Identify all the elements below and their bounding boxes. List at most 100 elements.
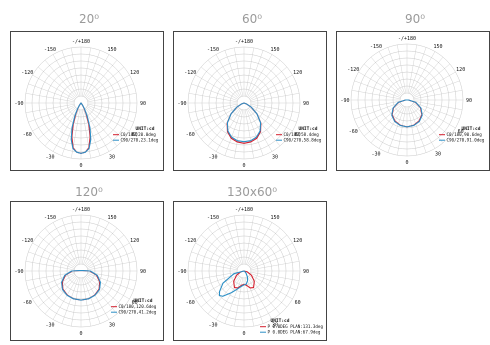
angle-label: -60 [186, 300, 195, 306]
angle-label: -60 [23, 132, 32, 138]
grid-spoke [82, 215, 91, 265]
grid-spoke [85, 108, 118, 147]
legend-entry: C0/180,120.6deg [119, 304, 157, 309]
grid-spoke [87, 104, 137, 113]
angle-label: -30 [208, 154, 217, 160]
grid-spoke [82, 47, 91, 97]
grid-spoke [86, 274, 130, 300]
grid-spoke [249, 234, 288, 267]
grid-spoke [378, 51, 404, 95]
series-curve-2 [391, 99, 423, 128]
polar-grid [24, 46, 138, 160]
grid-spoke [215, 54, 241, 98]
legend-entry: C90/270,23.1deg [121, 138, 159, 143]
polar-grid [24, 214, 138, 328]
series-curve-2 [218, 270, 249, 297]
grid-spoke [52, 108, 78, 152]
series-curve-2 [226, 102, 262, 143]
grid-spoke [86, 275, 125, 308]
angle-label: -/+180 [72, 39, 90, 45]
angle-label: -30 [45, 322, 54, 328]
grid-spoke [195, 74, 239, 100]
angle-label: 120 [293, 238, 302, 244]
grid-spoke [250, 105, 297, 123]
grid-spoke [200, 66, 239, 99]
grid-spoke [25, 272, 75, 281]
grid-spoke [25, 104, 75, 113]
angle-label: 150 [107, 215, 116, 221]
grid-spoke [413, 102, 460, 120]
grid-spoke [397, 106, 406, 156]
grid-spoke [207, 108, 240, 147]
grid-spoke [86, 234, 125, 267]
angle-label: 120 [130, 70, 139, 76]
angle-label: -30 [208, 322, 217, 328]
grid-spoke [191, 105, 238, 123]
grid-spoke [71, 109, 80, 159]
grid-spoke [358, 71, 402, 97]
grid-spoke [61, 277, 79, 324]
grid-spoke [246, 50, 264, 97]
grid-spoke [224, 218, 242, 265]
grid-spoke [44, 227, 77, 266]
grid-spoke [84, 108, 110, 152]
unit-label: UNIT:cd [134, 298, 153, 304]
grid-spoke [245, 109, 254, 159]
angle-label: -90 [14, 101, 23, 107]
grid-spoke [52, 222, 78, 266]
legend-entry: P 0.0DEG PLAN:67.9deg [268, 330, 321, 335]
grid-spoke [84, 276, 110, 320]
angle-label: -60 [349, 129, 358, 135]
legend-entry: C0/180,90.6deg [447, 132, 483, 137]
grid-spoke [32, 274, 76, 300]
angle-label: -120 [184, 70, 196, 76]
angle-label: -90 [14, 269, 23, 275]
angle-label: -/+180 [72, 207, 90, 213]
angle-label: -30 [45, 154, 54, 160]
grid-spoke [215, 222, 241, 266]
grid-spoke [250, 93, 300, 102]
grid-spoke [87, 251, 134, 269]
polar-chart-3: -/+180 150 120 90 60 30 0 -30 -60 -90 -120 -150 UNIT… [336, 31, 490, 171]
grid-spoke [387, 47, 405, 94]
grid-spoke [411, 105, 444, 144]
angle-label: 30 [109, 322, 115, 328]
grid-spoke [250, 261, 300, 270]
grid-spoke [85, 276, 118, 315]
grid-spoke [408, 44, 417, 94]
angle-label: 60 [295, 300, 301, 306]
grid-spoke [370, 105, 403, 144]
grid-spoke [207, 59, 240, 98]
angle-label: -30 [371, 151, 380, 157]
grid-spoke [37, 275, 76, 308]
polar-grid [187, 46, 301, 160]
grid-spoke [250, 83, 297, 101]
grid-spoke [71, 47, 80, 97]
grid-spoke [52, 276, 78, 320]
grid-spoke [249, 242, 293, 268]
grid-spoke [87, 273, 134, 291]
unit-label: UNIT:cd [299, 126, 318, 132]
grid-spoke [188, 272, 238, 281]
grid-spoke [52, 54, 78, 98]
grid-spoke [410, 105, 436, 149]
legend-entry: C90/270,91.0deg [447, 138, 485, 143]
grid-spoke [224, 109, 242, 156]
angle-label: 90 [140, 269, 146, 275]
grid-spoke [44, 276, 77, 315]
grid-spoke [84, 54, 110, 98]
grid-spoke [188, 104, 238, 113]
grid-spoke [397, 44, 406, 94]
grid-spoke [61, 50, 79, 97]
grid-spoke [246, 109, 264, 156]
angle-label: 120 [293, 70, 302, 76]
series-curve-2 [61, 270, 101, 301]
grid-spoke [188, 261, 238, 270]
angle-label: 90 [140, 101, 146, 107]
chart-title-4: 120⁰ [75, 185, 103, 199]
angle-label: 90 [303, 269, 309, 275]
grid-spoke [245, 215, 254, 265]
angle-label: 150 [270, 47, 279, 53]
unit-label: UNIT:cd [462, 126, 481, 132]
grid-spoke [245, 47, 254, 97]
